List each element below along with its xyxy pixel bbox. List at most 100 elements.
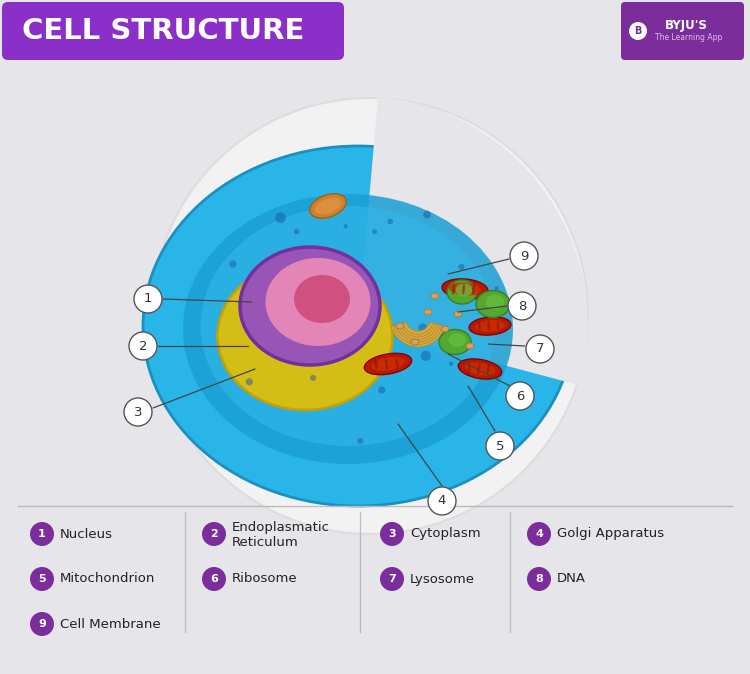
Circle shape [449,361,453,366]
Ellipse shape [441,326,449,332]
Text: CELL STRUCTURE: CELL STRUCTURE [22,17,304,45]
Circle shape [378,386,386,394]
Ellipse shape [385,358,388,370]
Ellipse shape [465,363,495,375]
Ellipse shape [466,343,474,349]
Circle shape [294,229,299,235]
Ellipse shape [454,311,462,317]
Circle shape [380,522,404,546]
Circle shape [261,270,268,277]
Ellipse shape [462,283,465,295]
Text: Nucleus: Nucleus [60,528,113,541]
Text: 9: 9 [38,619,46,629]
Ellipse shape [439,330,471,355]
Circle shape [380,567,404,591]
Text: B: B [634,26,642,36]
Ellipse shape [364,353,412,375]
Text: 3: 3 [388,529,396,539]
Circle shape [344,224,348,228]
Circle shape [421,350,431,361]
Ellipse shape [310,194,347,218]
Text: Reticulum: Reticulum [232,536,298,549]
Text: 5: 5 [38,574,46,584]
Text: 6: 6 [516,390,524,402]
Wedge shape [393,324,442,344]
Circle shape [124,398,152,426]
Wedge shape [400,323,436,337]
Ellipse shape [477,363,480,375]
Circle shape [310,375,316,381]
Circle shape [202,567,226,591]
Text: 7: 7 [388,574,396,584]
Circle shape [152,98,588,534]
Ellipse shape [476,290,510,317]
Circle shape [230,260,236,268]
Circle shape [275,212,286,223]
Circle shape [510,242,538,270]
Ellipse shape [476,320,505,332]
Ellipse shape [442,279,488,299]
Text: 2: 2 [139,340,147,353]
Ellipse shape [469,317,511,335]
Ellipse shape [496,321,500,332]
Circle shape [486,432,514,460]
Text: Golgi Apparatus: Golgi Apparatus [557,528,664,541]
Text: DNA: DNA [557,572,586,586]
Text: 9: 9 [520,249,528,262]
Wedge shape [396,324,440,342]
FancyBboxPatch shape [2,2,344,60]
Ellipse shape [395,358,399,370]
Ellipse shape [447,280,477,304]
Text: 4: 4 [438,495,446,508]
Circle shape [527,567,551,591]
Ellipse shape [240,247,380,365]
Ellipse shape [488,321,490,332]
Ellipse shape [266,258,370,346]
Text: 5: 5 [496,439,504,452]
Circle shape [129,332,157,360]
Ellipse shape [217,262,392,410]
Circle shape [460,336,470,346]
Ellipse shape [456,283,472,297]
FancyBboxPatch shape [621,2,744,60]
Ellipse shape [448,333,466,347]
Text: 7: 7 [536,342,544,355]
Ellipse shape [467,363,471,375]
Ellipse shape [371,357,404,371]
Ellipse shape [143,146,573,506]
Circle shape [458,264,464,270]
Circle shape [430,335,435,340]
Ellipse shape [411,339,419,345]
Circle shape [202,522,226,546]
Circle shape [387,218,393,224]
Ellipse shape [472,283,476,295]
Wedge shape [358,97,588,386]
Ellipse shape [486,295,504,309]
Text: 6: 6 [210,574,218,584]
Text: 1: 1 [38,529,46,539]
Ellipse shape [449,282,481,296]
Text: 1: 1 [144,293,152,305]
Text: BYJU'S: BYJU'S [665,18,708,32]
Circle shape [419,324,428,332]
Wedge shape [403,322,433,334]
Circle shape [508,292,536,320]
Circle shape [30,612,54,636]
Text: Endoplasmatic: Endoplasmatic [232,520,330,534]
Circle shape [30,522,54,546]
Wedge shape [391,325,445,347]
Text: 8: 8 [518,299,526,313]
Circle shape [506,382,534,410]
Ellipse shape [452,283,455,295]
Circle shape [494,286,499,290]
Text: Cytoplasm: Cytoplasm [410,528,481,541]
Circle shape [268,333,274,340]
Text: The Learning App: The Learning App [655,34,722,42]
Ellipse shape [431,293,439,299]
Circle shape [246,378,253,386]
Circle shape [372,229,377,234]
Circle shape [30,567,54,591]
Ellipse shape [478,321,481,332]
Text: 3: 3 [134,406,142,419]
Circle shape [526,335,554,363]
